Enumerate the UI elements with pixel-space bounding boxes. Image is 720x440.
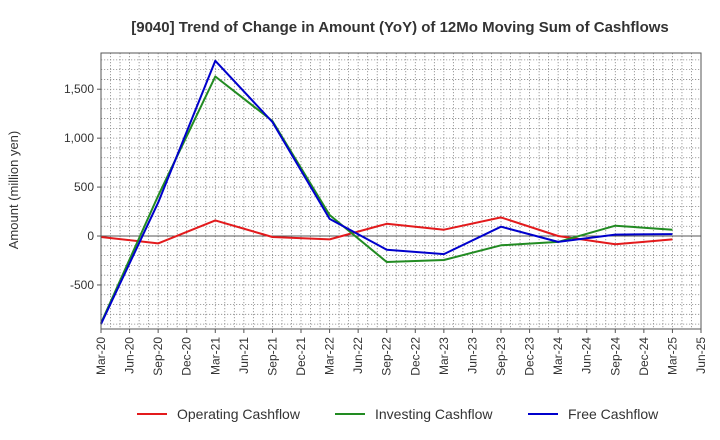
grid [101,53,701,329]
x-tick-label: Sep-24 [608,337,622,376]
x-tick-label: Dec-22 [408,337,422,376]
plot-area [100,52,702,330]
x-tick-label: Jun-20 [123,337,137,374]
series-line-free-cashflow [100,59,673,325]
chart-title: [9040] Trend of Change in Amount (YoY) o… [131,19,669,36]
y-axis-ticks: -500 0 500 1,000 1,500 [64,82,101,292]
legend-label-investing-cashflow: Investing Cashflow [375,406,493,422]
x-tick-label: Dec-20 [180,337,194,376]
series-line-investing-cashflow [100,75,673,324]
y-axis-label: Amount (million yen) [6,131,21,250]
legend-label-operating-cashflow: Operating Cashflow [177,406,301,422]
x-tick-label: Dec-23 [523,337,537,376]
x-tick-label: Dec-21 [294,337,308,376]
series-lines [100,59,673,325]
x-tick-label: Jun-23 [465,337,479,374]
x-tick-label: Sep-23 [494,337,508,376]
x-tick-label: Mar-20 [94,337,108,375]
y-tick-label: 1,500 [64,82,94,96]
x-tick-label: Jun-25 [694,337,708,374]
x-tick-label: Jun-22 [351,337,365,374]
x-tick-label: Mar-25 [665,337,679,375]
y-tick-label: 500 [74,180,94,194]
y-tick-label: 1,000 [64,131,94,145]
x-tick-label: Mar-22 [323,337,337,375]
x-tick-label: Mar-24 [551,337,565,375]
y-tick-label: 0 [87,229,94,243]
x-tick-label: Sep-20 [151,337,165,376]
x-tick-label: Dec-24 [637,337,651,376]
x-tick-label: Sep-22 [380,337,394,376]
x-tick-label: Jun-24 [580,337,594,374]
x-tick-label: Jun-21 [237,337,251,374]
y-tick-label: -500 [70,278,94,292]
x-tick-label: Mar-21 [208,337,222,375]
legend-label-free-cashflow: Free Cashflow [568,406,659,422]
legend: Operating Cashflow Investing Cashflow Free… [137,406,659,422]
x-tick-label: Mar-23 [437,337,451,375]
x-tick-label: Sep-21 [265,337,279,376]
x-axis-ticks: Mar-20 Jun-20 Sep-20 Dec-20 Mar-21 Jun-21 Sep-… [94,329,708,376]
